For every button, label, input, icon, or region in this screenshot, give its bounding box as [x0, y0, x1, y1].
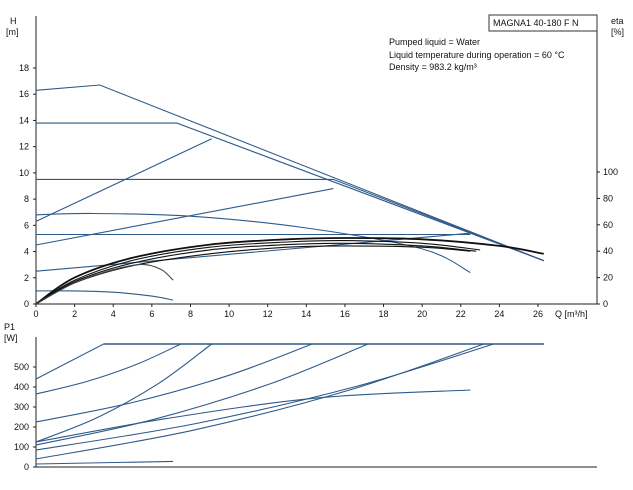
h-tick-label: 4 — [24, 247, 29, 257]
upper-ticks: 0 2 4 6 8 10 12 14 16 18 20 22 24 2602468101214161802… — [19, 63, 618, 319]
q-axis-label: Q [m³/h] — [555, 309, 588, 319]
x-tick-label: 8 — [188, 309, 193, 319]
power-curve — [35, 343, 369, 446]
x-tick-label: 14 — [301, 309, 311, 319]
chart-title: MAGNA1 40-180 F N — [493, 18, 579, 28]
h-tick-label: 6 — [24, 220, 29, 230]
h-tick-label: 10 — [19, 168, 29, 178]
power-curve — [35, 389, 471, 443]
p1-tick-label: 400 — [14, 382, 29, 392]
x-tick-label: 6 — [149, 309, 154, 319]
efficiency-curve — [35, 240, 481, 305]
head-curve — [36, 122, 544, 262]
lower-curves — [35, 343, 544, 465]
h-tick-label: 2 — [24, 273, 29, 283]
p1-tick-label: 300 — [14, 402, 29, 412]
head-curve — [35, 84, 545, 262]
x-tick-label: 20 — [417, 309, 427, 319]
power-curve — [35, 343, 313, 423]
eta-tick-label: 20 — [603, 273, 613, 283]
efficiency-curve — [35, 237, 544, 305]
lower-chart-axes — [35, 337, 597, 468]
eta-tick-label: 100 — [603, 167, 618, 177]
power-curve — [35, 460, 174, 465]
h-tick-label: 8 — [24, 194, 29, 204]
title-box — [488, 14, 598, 32]
h-tick-label: 0 — [24, 299, 29, 309]
h-tick-label: 16 — [19, 89, 29, 99]
p1-axis-label-line1: P1 — [4, 322, 15, 332]
h-tick-label: 14 — [19, 115, 29, 125]
upper-curves — [35, 84, 545, 305]
x-tick-label: 24 — [494, 309, 504, 319]
h-tick-label: 18 — [19, 63, 29, 73]
efficiency-curve — [35, 245, 471, 305]
annotation-pumped-liquid: Pumped liquid = Water — [389, 37, 480, 47]
eta-tick-label: 0 — [603, 299, 608, 309]
power-curve — [35, 343, 485, 460]
p1-tick-label: 200 — [14, 422, 29, 432]
x-tick-label: 26 — [533, 309, 543, 319]
x-tick-label: 0 — [33, 309, 38, 319]
x-tick-label: 12 — [263, 309, 273, 319]
p1-axis-label-line2: [W] — [4, 333, 18, 343]
head-curve — [35, 138, 212, 222]
eta-tick-label: 40 — [603, 246, 613, 256]
annotation-density: Density = 983.2 kg/m³ — [389, 62, 477, 72]
head-curve — [35, 290, 174, 301]
h-axis-label-line2: [m] — [6, 27, 19, 37]
x-tick-label: 2 — [72, 309, 77, 319]
x-tick-label: 18 — [379, 309, 389, 319]
eta-axis-label-line2: [%] — [611, 27, 624, 37]
p1-tick-label: 100 — [14, 442, 29, 452]
upper-chart-axes — [35, 16, 598, 305]
x-tick-label: 10 — [224, 309, 234, 319]
eta-axis-label-line1: eta — [611, 16, 624, 26]
lower-ticks: 0 100 200 300 400 500 — [14, 362, 36, 472]
annotation-temperature: Liquid temperature during operation = 60… — [389, 50, 565, 60]
eta-tick-label: 60 — [603, 220, 613, 230]
efficiency-curve — [35, 242, 477, 305]
x-tick-label: 16 — [340, 309, 350, 319]
power-curve — [35, 343, 494, 451]
p1-tick-label: 0 — [24, 462, 29, 472]
power-curve — [35, 343, 213, 443]
power-curve — [35, 343, 182, 395]
head-curve — [35, 188, 334, 246]
efficiency-curve — [35, 263, 174, 305]
eta-tick-label: 80 — [603, 193, 613, 203]
x-tick-label: 4 — [111, 309, 116, 319]
p1-tick-label: 500 — [14, 362, 29, 372]
head-curve — [36, 178, 544, 262]
h-tick-label: 12 — [19, 142, 29, 152]
head-curve — [35, 212, 471, 273]
h-axis-label-line1: H — [10, 16, 17, 26]
x-tick-label: 22 — [456, 309, 466, 319]
